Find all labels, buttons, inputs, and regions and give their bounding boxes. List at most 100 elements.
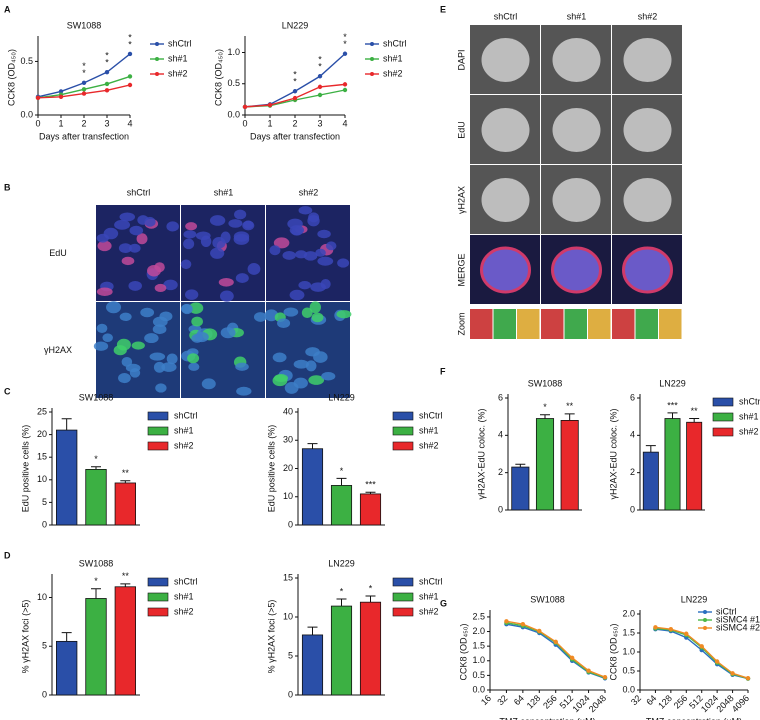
chart-title: SW1088 bbox=[67, 20, 102, 30]
nucleus bbox=[310, 282, 326, 292]
nucleus bbox=[269, 245, 281, 256]
y-axis-label: CCK8 (OD₄₅₀) bbox=[458, 623, 468, 680]
data-point bbox=[553, 639, 558, 644]
nucleus bbox=[235, 273, 249, 283]
legend-label: sh#2 bbox=[168, 68, 188, 78]
nucleus bbox=[187, 353, 200, 364]
legend-label: sh#1 bbox=[419, 591, 439, 601]
y-tick-label: 2.5 bbox=[472, 611, 485, 621]
data-point bbox=[342, 87, 348, 93]
y-tick-label: 1.0 bbox=[622, 646, 635, 656]
bar bbox=[85, 598, 107, 696]
error-bar bbox=[365, 595, 376, 603]
data-point bbox=[342, 51, 348, 56]
nucleus bbox=[163, 279, 178, 291]
panel-letter: G bbox=[440, 598, 447, 608]
chart-title: SW1088 bbox=[530, 594, 565, 604]
data-point bbox=[520, 622, 526, 627]
significance: * bbox=[293, 77, 297, 87]
y-tick-label: 1.5 bbox=[472, 641, 485, 651]
zoom-tile bbox=[541, 309, 564, 339]
x-axis-label: TMZ concentration (µM) bbox=[499, 716, 595, 720]
legend-marker bbox=[703, 626, 707, 630]
zoom-tile bbox=[564, 309, 587, 339]
nucleus bbox=[129, 243, 141, 253]
zoom-tile bbox=[493, 309, 516, 339]
nucleus bbox=[622, 246, 673, 294]
zoom-tile bbox=[588, 309, 611, 339]
nucleus bbox=[298, 206, 313, 215]
legend-label: shCtrl bbox=[168, 38, 192, 48]
bar bbox=[301, 634, 324, 696]
data-point bbox=[504, 619, 509, 624]
y-tick-label: 0.0 bbox=[622, 684, 635, 694]
bar bbox=[114, 586, 136, 696]
nucleus bbox=[551, 246, 602, 294]
significance: ** bbox=[122, 468, 130, 478]
nucleus bbox=[315, 248, 326, 257]
y-tick-label: 2 bbox=[630, 467, 635, 477]
row-label: MERGE bbox=[456, 253, 466, 286]
panel-letter: F bbox=[440, 366, 446, 376]
nucleus bbox=[303, 251, 318, 261]
nucleus bbox=[284, 381, 299, 394]
y-tick-label: 2 bbox=[498, 467, 503, 477]
data-point bbox=[81, 80, 87, 86]
legend-swatch bbox=[392, 441, 414, 451]
nucleus bbox=[234, 209, 247, 220]
row-label: γH2AX bbox=[44, 345, 72, 355]
nucleus bbox=[481, 178, 530, 222]
legend-label: shCtrl bbox=[174, 410, 198, 420]
significance: * bbox=[293, 70, 297, 80]
significance: * bbox=[543, 402, 547, 412]
error-bar bbox=[91, 588, 101, 599]
chart-title: LN229 bbox=[328, 392, 355, 402]
legend-swatch bbox=[712, 397, 734, 407]
data-point bbox=[699, 644, 704, 649]
nucleus bbox=[274, 374, 289, 383]
zoom-tile bbox=[659, 309, 682, 339]
significance: *** bbox=[667, 400, 678, 410]
nucleus bbox=[96, 323, 108, 333]
y-axis-label: % γH2AX foci (>5) bbox=[266, 600, 276, 674]
nucleus bbox=[201, 378, 216, 390]
error-bar bbox=[120, 480, 131, 483]
nucleus bbox=[154, 283, 167, 293]
legend-marker bbox=[155, 57, 159, 61]
significance: * bbox=[318, 62, 322, 72]
series-line bbox=[506, 620, 606, 678]
y-axis-label: EdU positive cells (%) bbox=[266, 425, 276, 513]
chart-title: SW1088 bbox=[528, 378, 563, 388]
nucleus bbox=[273, 237, 290, 249]
nucleus bbox=[188, 362, 200, 371]
data-point bbox=[317, 84, 323, 90]
significance: * bbox=[94, 576, 98, 586]
legend-swatch bbox=[712, 412, 734, 422]
x-tick-label: 1024 bbox=[570, 693, 591, 714]
y-tick-label: 0.5 bbox=[622, 665, 635, 675]
nucleus bbox=[184, 289, 199, 300]
x-tick-label: 3 bbox=[317, 118, 322, 128]
nucleus bbox=[317, 256, 334, 266]
nucleus bbox=[118, 243, 132, 254]
nucleus bbox=[119, 312, 132, 322]
data-point bbox=[730, 671, 735, 676]
nucleus bbox=[144, 216, 156, 227]
legend-marker bbox=[370, 42, 374, 46]
nucleus bbox=[152, 316, 168, 327]
data-point bbox=[292, 89, 298, 94]
nucleus bbox=[129, 225, 144, 236]
x-tick-label: 2048 bbox=[587, 693, 608, 714]
y-tick-label: 0.0 bbox=[472, 684, 485, 694]
chart-title: LN229 bbox=[282, 20, 309, 30]
nucleus bbox=[247, 263, 261, 275]
nucleus bbox=[623, 178, 672, 222]
nucleus bbox=[183, 230, 197, 239]
column-label: shCtrl bbox=[494, 11, 518, 21]
legend-swatch bbox=[392, 426, 414, 436]
nucleus bbox=[166, 221, 179, 232]
x-tick-label: 64 bbox=[512, 693, 526, 707]
nucleus bbox=[291, 227, 303, 236]
nucleus bbox=[118, 373, 131, 384]
data-point bbox=[537, 628, 542, 634]
